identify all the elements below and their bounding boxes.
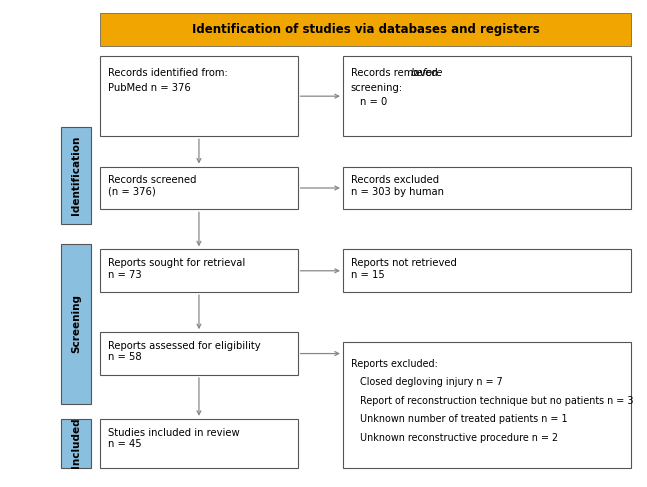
FancyBboxPatch shape	[61, 244, 91, 404]
Text: Unknown number of treated patients n = 1: Unknown number of treated patients n = 1	[351, 414, 567, 425]
Text: Reports sought for retrieval
n = 73: Reports sought for retrieval n = 73	[108, 258, 245, 280]
FancyBboxPatch shape	[100, 167, 298, 209]
Text: Records screened
(n = 376): Records screened (n = 376)	[108, 175, 197, 197]
Text: PubMed n = 376: PubMed n = 376	[108, 83, 191, 93]
FancyBboxPatch shape	[100, 13, 631, 46]
FancyBboxPatch shape	[100, 419, 298, 468]
FancyBboxPatch shape	[61, 419, 91, 468]
FancyBboxPatch shape	[343, 249, 631, 292]
Text: Report of reconstruction technique but no patients n = 3: Report of reconstruction technique but n…	[351, 396, 633, 406]
Text: screening:: screening:	[351, 83, 403, 93]
Text: Records removed: Records removed	[351, 68, 441, 78]
Text: Studies included in review
n = 45: Studies included in review n = 45	[108, 428, 239, 449]
FancyBboxPatch shape	[100, 249, 298, 292]
Text: Closed degloving injury n = 7: Closed degloving injury n = 7	[351, 377, 503, 388]
FancyBboxPatch shape	[343, 167, 631, 209]
FancyBboxPatch shape	[343, 342, 631, 468]
FancyBboxPatch shape	[100, 332, 298, 375]
Text: Identification of studies via databases and registers: Identification of studies via databases …	[192, 23, 540, 36]
Text: Records excluded
n = 303 by human: Records excluded n = 303 by human	[351, 175, 444, 197]
Text: Reports not retrieved
n = 15: Reports not retrieved n = 15	[351, 258, 457, 280]
Text: Reports assessed for eligibility
n = 58: Reports assessed for eligibility n = 58	[108, 341, 261, 362]
Text: Reports excluded:: Reports excluded:	[351, 359, 437, 369]
Text: before: before	[410, 68, 443, 78]
Text: Records identified from:: Records identified from:	[108, 68, 228, 78]
Text: Included: Included	[71, 418, 81, 468]
Text: Unknown reconstructive procedure n = 2: Unknown reconstructive procedure n = 2	[351, 433, 558, 443]
FancyBboxPatch shape	[343, 56, 631, 136]
FancyBboxPatch shape	[100, 56, 298, 136]
Text: n = 0: n = 0	[360, 97, 388, 108]
FancyBboxPatch shape	[61, 127, 91, 224]
Text: Identification: Identification	[71, 136, 81, 215]
Text: Screening: Screening	[71, 294, 81, 354]
